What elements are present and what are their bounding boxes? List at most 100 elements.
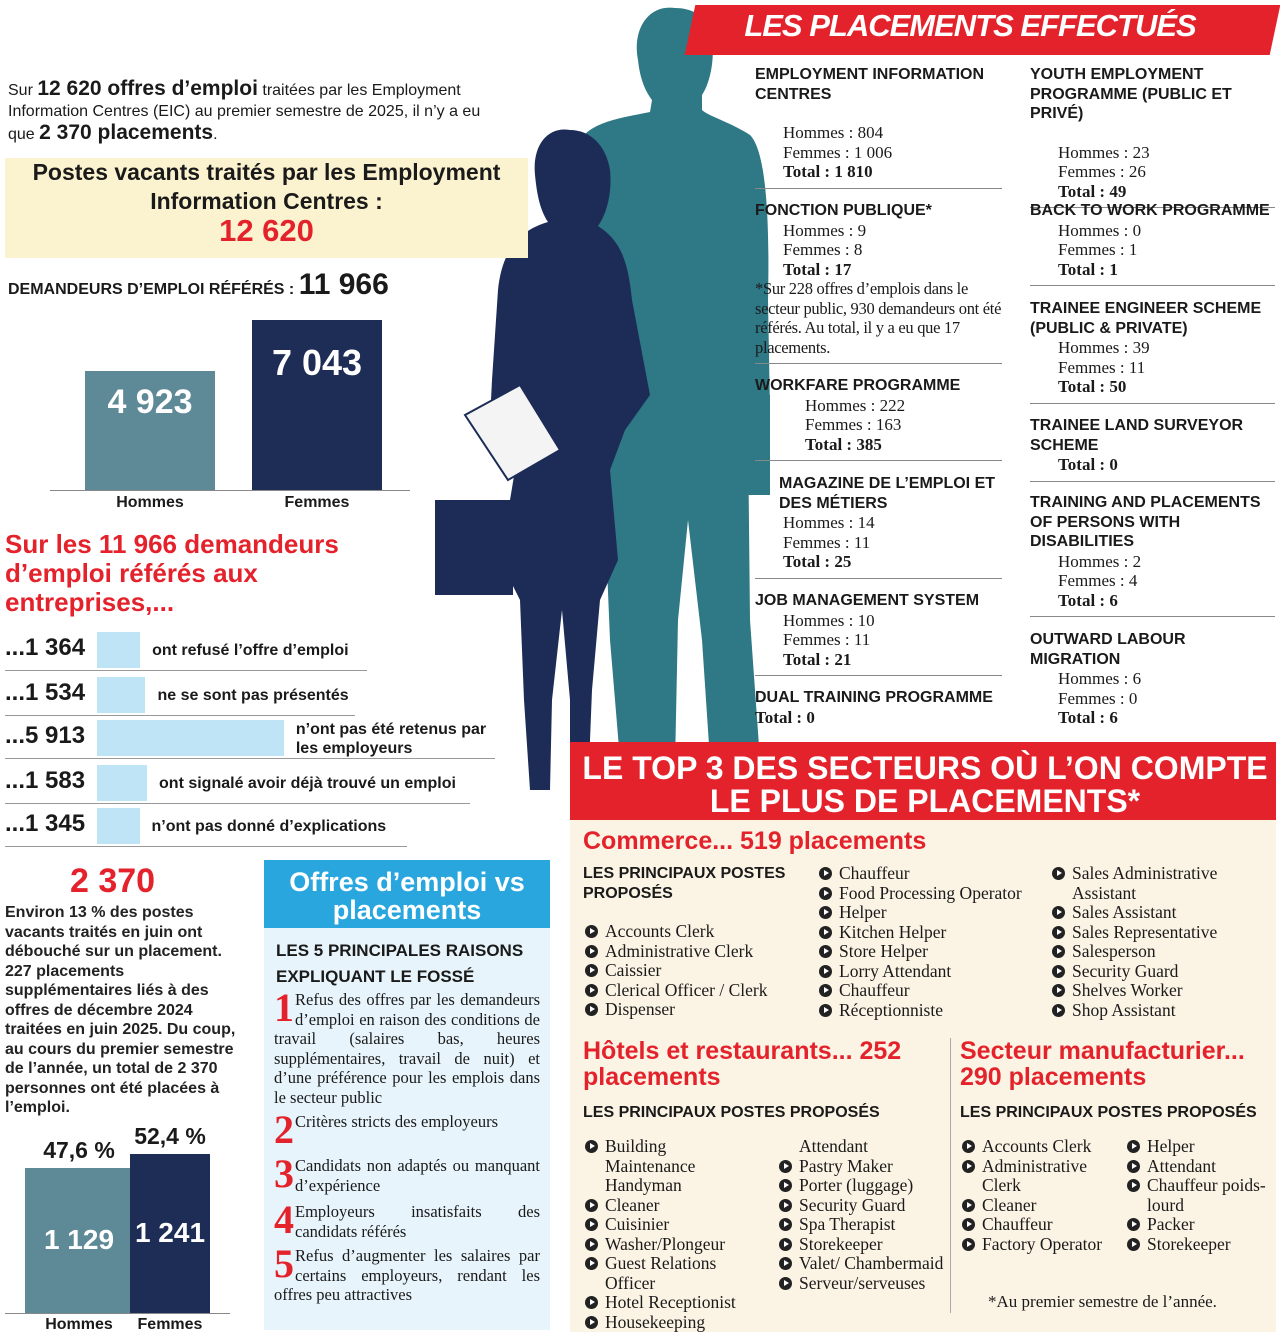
share-label: 47,6 % [43, 1136, 115, 1163]
programme: TRAINEE ENGINEER SCHEME (PUBLIC & PRIVAT… [1030, 299, 1275, 404]
list-item: Cleaner [960, 1195, 1120, 1216]
bullet [819, 1003, 832, 1017]
list-item: Storekeeper [777, 1234, 947, 1255]
sector-column: Accounts Clerk Administrative Clerk Cleane… [960, 1136, 1120, 1254]
reason-text: Employeurs insatisfaits des candidats ré… [295, 1202, 540, 1241]
bar-value-label: 1 241 [134, 1217, 206, 1249]
outcome-row: ...5 913 n’ont pas été retenus par les em… [5, 720, 495, 759]
bullet [819, 964, 832, 978]
item-text: Kitchen Helper [839, 921, 947, 942]
item-text: Chauffeur [839, 863, 910, 883]
programme: WORKFARE PROGRAMME Hommes : 222 Femmes : 1… [755, 376, 1002, 461]
item-text: Serveur/serveuses [799, 1272, 926, 1293]
programme: JOB MANAGEMENT SYSTEM Hommes : 10 Femmes :… [755, 591, 1002, 676]
item-text: Lorry Attendant [839, 960, 952, 981]
intro-part: . [213, 126, 218, 143]
programmes-title: LES PLACEMENTS EFFECTUÉS [744, 8, 1196, 43]
bullet [1127, 1159, 1140, 1173]
outcome-bar [97, 720, 284, 756]
outcome-value-label: ...1 583 [5, 767, 86, 794]
footnote: *Au premier semestre de l’année. [988, 1292, 1217, 1311]
programme-name: EMPLOYMENT INFORMATION CENTRES [755, 66, 985, 103]
item-text: Sales Assistant [1072, 902, 1177, 922]
sector-column: Attendant Pastry Maker Porter (luggage) Sec… [777, 1136, 947, 1293]
item-text: Guest Relations Officer [605, 1253, 717, 1293]
sector-column: Helper Attendant Chauffeur poids-lourd Pack… [1125, 1136, 1270, 1254]
bar: 4 923 [85, 371, 215, 490]
programme-femmes: Femmes : 4 [1058, 571, 1138, 590]
list-item: Shelves Worker [1050, 980, 1270, 1001]
programme-name: WORKFARE PROGRAMME [755, 377, 961, 394]
outcome-value-label: ...5 913 [5, 722, 86, 749]
list-item: Security Guard [1050, 961, 1270, 982]
item-text: Helper [839, 902, 887, 922]
sector-column: Building Maintenance Handyman Cleaner Cuis… [583, 1136, 758, 1333]
item-text: Réceptionniste [839, 999, 944, 1020]
bullet [819, 867, 832, 880]
item-text: Valet/ Chambermaid [799, 1253, 944, 1273]
programme-femmes: Femmes : 11 [783, 630, 871, 649]
programme-name: TRAINEE ENGINEER SCHEME (PUBLIC & PRIVAT… [1030, 300, 1262, 337]
list-item: Cleaner [583, 1195, 758, 1216]
bullet [585, 1198, 598, 1212]
list-item: Lorry Attendant [817, 960, 1042, 982]
bar: 1 129 [25, 1167, 133, 1313]
item-text: Administrative Clerk [605, 940, 754, 961]
item-text: Security Guard [799, 1194, 906, 1215]
reason-text: Critères stricts des employeurs [295, 1112, 498, 1131]
item-text: Washer/Plongeur [605, 1233, 726, 1254]
list-item: Housekeeping [583, 1312, 758, 1333]
x-tick-label: Hommes [45, 1316, 113, 1333]
list-item: Helper [817, 902, 1042, 923]
item-text: Packer [1147, 1214, 1195, 1234]
outcome-row: ...1 345 n’ont pas donné d’explications [5, 808, 407, 847]
bullet [779, 1159, 792, 1173]
list-item: Hotel Receptionist [583, 1292, 758, 1313]
bullet [962, 1159, 975, 1173]
programme-total: Total : 50 [1058, 377, 1127, 396]
bullet [1052, 984, 1065, 997]
bullet [779, 1276, 792, 1290]
bar: 7 043 [252, 320, 382, 490]
item-text: Caissier [605, 960, 662, 980]
bullet [1127, 1218, 1140, 1231]
list-item: Salesperson [1050, 941, 1270, 962]
item-text: Chauffeur [982, 1214, 1053, 1234]
programme-name: FONCTION PUBLIQUE* [755, 202, 932, 219]
bar-value-label: 4 923 [107, 383, 193, 422]
offres-box: Offres d’emploi vs placements LES 5 PRIN… [264, 860, 550, 1330]
bullet [1052, 945, 1065, 958]
programme-name: TRAINEE LAND SURVEYOR SCHEME [1030, 417, 1244, 454]
sector-title: Secteur manufacturier... 290 placements [960, 1037, 1245, 1091]
share-label: 52,4 % [134, 1122, 206, 1149]
programme-hommes: Hommes : 14 [783, 513, 875, 532]
list-item: Security Guard [777, 1194, 947, 1216]
referred-value: 11 966 [298, 268, 389, 301]
item-text: Chauffeur poids-lourd [1147, 1175, 1266, 1215]
woman-silhouette [490, 129, 650, 790]
outcome-row: ...1 583 ont signalé avoir déjà trouvé un… [5, 765, 470, 804]
list-item: Cuisinier [583, 1214, 758, 1235]
list-item: Helper [1125, 1136, 1270, 1157]
bar: 1 241 [130, 1153, 210, 1313]
placements-chart: 1 129 47,6 % Hommes 1 241 52,4 % Femmes [5, 1123, 230, 1333]
bullet [1127, 1179, 1140, 1192]
outcome-text: ont signalé avoir déjà trouvé un emploi [159, 775, 456, 792]
programme: EMPLOYMENT INFORMATION CENTRES Hommes : 8… [755, 65, 1002, 189]
reason: 3 Candidats non adaptés ou manquant d’exp… [274, 1154, 540, 1195]
top3-banner [570, 742, 1276, 820]
list-item: Washer/Plongeur [583, 1233, 758, 1255]
bullet [1052, 867, 1065, 880]
outcome-text: ont refusé l’offre d’emploi [152, 642, 349, 659]
programme-name: JOB MANAGEMENT SYSTEM [755, 592, 980, 609]
list-item: Administrative Clerk [960, 1156, 1120, 1196]
outcome-text: n’ont pas été retenus par les employeurs [295, 721, 487, 757]
bullet [779, 1237, 792, 1251]
item-text: Cuisinier [605, 1214, 670, 1234]
reason: 1 Refus des offres par les demandeurs d’e… [274, 988, 540, 1107]
list-item: Sales Representative [1050, 922, 1270, 943]
reason-text: Refus d’augmenter les salaires par certa… [274, 1246, 540, 1304]
item-text: Helper [1147, 1136, 1195, 1156]
programme-hommes: Hommes : 804 [783, 123, 884, 142]
list-item: Guest Relations Officer [583, 1253, 758, 1293]
